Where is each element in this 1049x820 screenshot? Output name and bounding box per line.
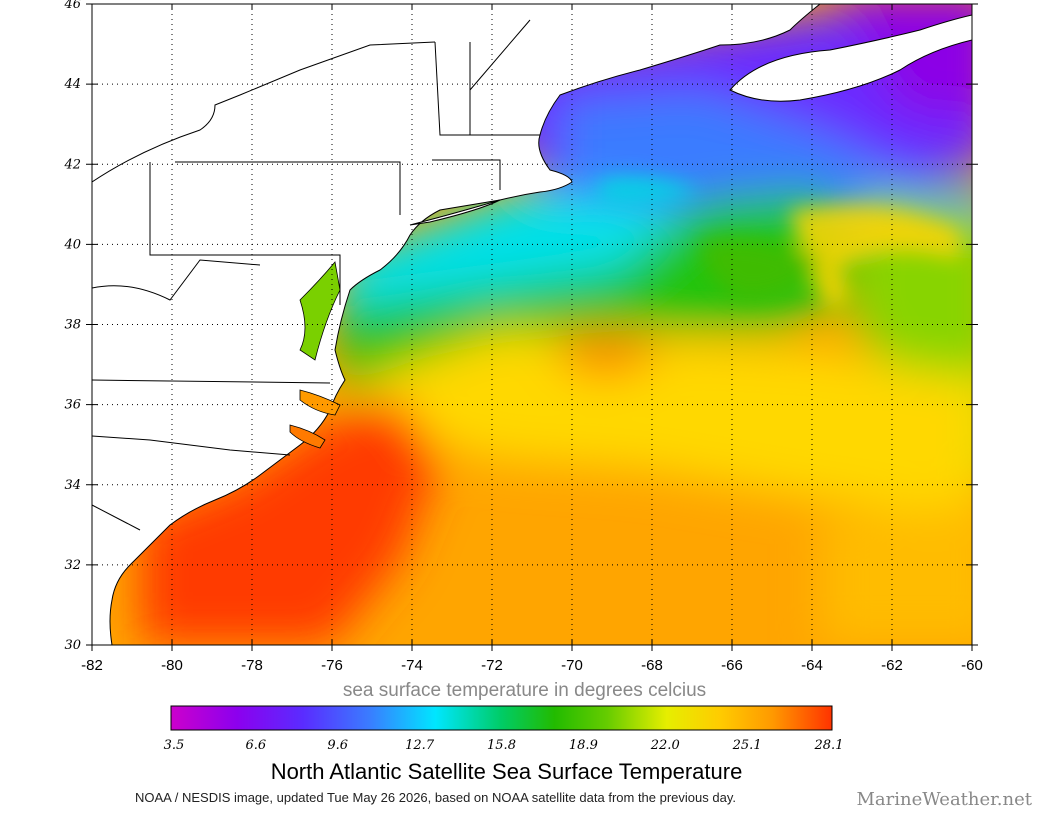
lat-tick-label: 46 bbox=[63, 0, 81, 12]
colorbar-label: sea surface temperature in degrees celci… bbox=[342, 680, 707, 701]
colorbar-tick-label: 3.5 bbox=[164, 738, 185, 753]
colorbar-tick-label: 15.8 bbox=[487, 738, 516, 753]
colorbar-tick-label: 12.7 bbox=[405, 738, 435, 753]
map-title: North Atlantic Satellite Sea Surface Tem… bbox=[270, 759, 743, 784]
lon-tick-label: -60 bbox=[961, 657, 983, 674]
lat-tick-label: 30 bbox=[64, 638, 81, 653]
lon-tick-label: -74 bbox=[401, 657, 423, 674]
colorbar-ticks: 3.5 6.6 9.6 12.7 15.8 18.9 22.0 25.1 28.1 bbox=[164, 738, 844, 753]
lon-tick-label: -76 bbox=[321, 657, 343, 674]
lat-tick-label: 44 bbox=[63, 77, 81, 92]
land bbox=[92, 4, 972, 645]
lat-tick-label: 40 bbox=[63, 237, 81, 252]
longitude-ticks: -82 -80 -78 -76 -74 -72 -70 -68 -66 -64 -62 -60 bbox=[81, 4, 983, 674]
graticule bbox=[92, 4, 972, 645]
lat-tick-label: 32 bbox=[64, 558, 81, 573]
lon-tick-label: -66 bbox=[721, 657, 743, 674]
colorbar-tick-label: 28.1 bbox=[814, 738, 844, 753]
lon-tick-label: -68 bbox=[641, 657, 663, 674]
lat-tick-label: 42 bbox=[63, 157, 81, 172]
latitude-ticks: 30 32 34 36 38 40 42 44 46 bbox=[63, 0, 978, 653]
lat-tick-label: 34 bbox=[64, 478, 81, 493]
colorbar-tick-label: 25.1 bbox=[732, 738, 762, 753]
lon-tick-label: -70 bbox=[561, 657, 583, 674]
lat-tick-label: 36 bbox=[64, 398, 81, 413]
lon-tick-label: -62 bbox=[881, 657, 903, 674]
lon-tick-label: -82 bbox=[81, 657, 103, 674]
colorbar-tick-label: 18.9 bbox=[569, 738, 598, 753]
colorbar-tick-label: 9.6 bbox=[327, 738, 348, 753]
brand-logo: MarineWeather.net bbox=[856, 789, 1033, 810]
footnote: NOAA / NESDIS image, updated Tue May 26 … bbox=[135, 790, 736, 805]
lon-tick-label: -72 bbox=[481, 657, 503, 674]
lon-tick-label: -64 bbox=[801, 657, 823, 674]
lon-tick-label: -80 bbox=[161, 657, 183, 674]
colorbar bbox=[170, 705, 833, 731]
colorbar-tick-label: 22.0 bbox=[650, 738, 680, 753]
lon-tick-label: -78 bbox=[241, 657, 263, 674]
colorbar-tick-label: 6.6 bbox=[246, 738, 267, 753]
lat-tick-label: 38 bbox=[64, 318, 81, 333]
